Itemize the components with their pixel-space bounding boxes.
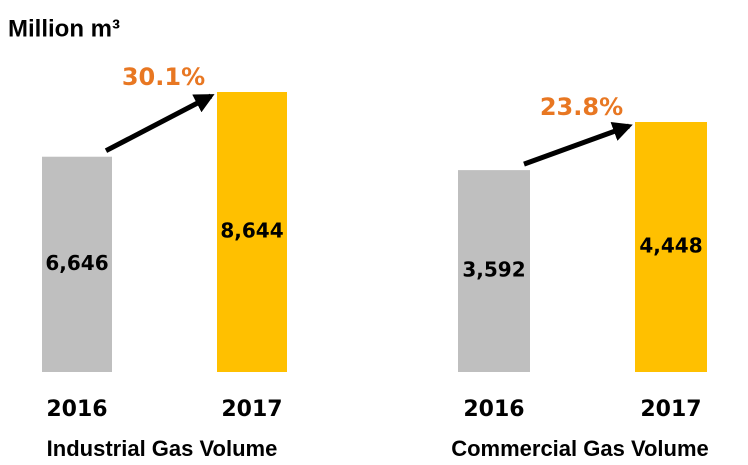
x-tick-label: 2017 xyxy=(221,397,282,422)
chart-title: Industrial Gas Volume xyxy=(47,436,278,461)
bar xyxy=(635,122,707,372)
x-tick-label: 2016 xyxy=(463,397,524,422)
value-label: 3,592 xyxy=(462,258,525,282)
growth-label: 30.1% xyxy=(122,63,205,91)
bar xyxy=(42,156,112,372)
value-label: 8,644 xyxy=(220,219,283,243)
bar xyxy=(217,92,287,372)
x-tick-label: 2016 xyxy=(46,397,107,422)
value-label: 6,646 xyxy=(45,251,108,275)
chart-title: Commercial Gas Volume xyxy=(451,436,709,461)
growth-arrow xyxy=(523,122,633,167)
x-tick-label: 2017 xyxy=(640,397,701,422)
growth-arrow xyxy=(104,93,215,153)
bar xyxy=(458,170,530,372)
value-label: 4,448 xyxy=(639,234,702,258)
growth-label: 23.8% xyxy=(540,93,623,121)
unit-label: Million m³ xyxy=(8,15,120,42)
